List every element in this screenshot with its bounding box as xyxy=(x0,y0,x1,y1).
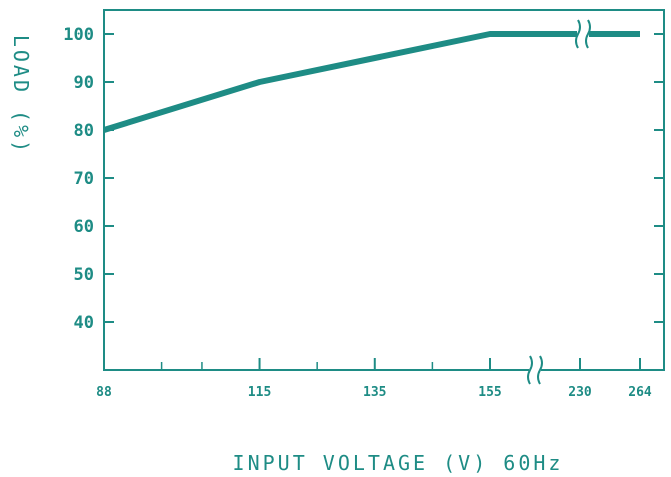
y-tick-label: 40 xyxy=(74,313,94,333)
series-line xyxy=(103,31,640,133)
y-tick-label: 80 xyxy=(74,121,94,141)
y-tick-label: 50 xyxy=(74,265,94,285)
x-tick-label: 230 xyxy=(568,385,592,400)
x-axis-break-right xyxy=(537,355,543,385)
plot-frame xyxy=(103,9,665,371)
x-tick-label: 88 xyxy=(96,385,112,400)
y-tick-label: 70 xyxy=(74,169,94,189)
line-break-right xyxy=(585,19,591,49)
x-axis-break-left xyxy=(527,355,533,385)
x-tick-label: 115 xyxy=(248,385,271,400)
x-tick-label: 155 xyxy=(478,385,501,400)
y-tick-label: 90 xyxy=(74,73,94,93)
line-break-left xyxy=(575,19,581,49)
y-tick-label: 60 xyxy=(74,217,94,237)
y-axis-title: LOAD (%) xyxy=(9,35,33,155)
x-tick-label: 135 xyxy=(363,385,386,400)
x-axis-title: INPUT VOLTAGE (V) 60Hz xyxy=(233,451,564,475)
x-tick-label: 264 xyxy=(628,385,652,400)
y-tick-label: 100 xyxy=(63,25,94,45)
